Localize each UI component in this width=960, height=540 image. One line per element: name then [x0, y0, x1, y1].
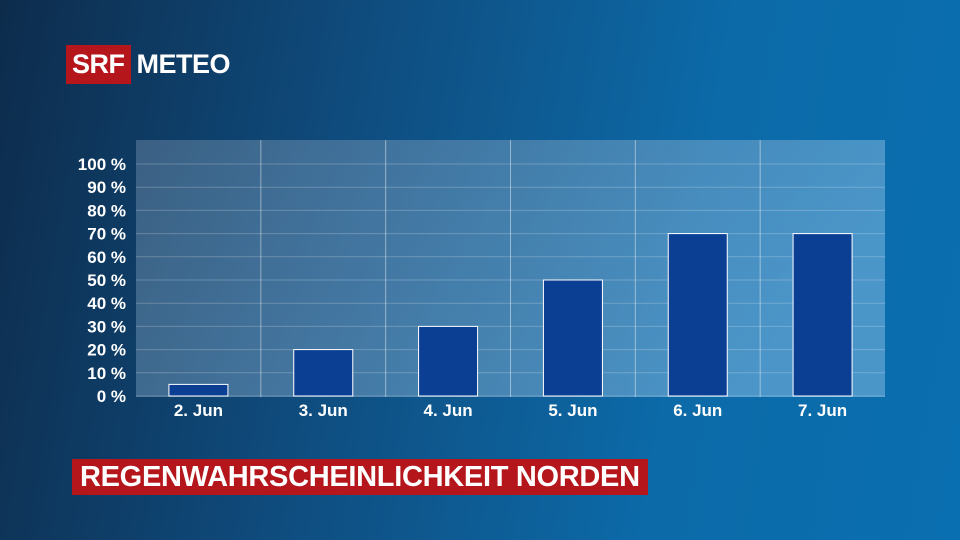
x-tick-label: 2. Jun [174, 401, 223, 420]
plot-area [136, 140, 885, 397]
y-tick-label: 60 % [87, 248, 126, 267]
srf-meteo-logo: SRF METEO [66, 45, 231, 84]
y-axis-ticks: 0 % 10 % 20 % 30 % 40 % 50 % 60 % 70 % 80 % 90 % 1… [78, 155, 126, 406]
logo-srf-box: SRF [66, 45, 131, 84]
bar-4-jun [418, 325, 479, 397]
y-tick-label: 30 % [87, 317, 126, 336]
y-tick-label: 90 % [87, 178, 126, 197]
bar-7-jun [792, 233, 853, 397]
grid-lines [136, 140, 885, 397]
y-tick-label: 80 % [87, 201, 126, 220]
x-tick-label: 7. Jun [798, 401, 847, 420]
y-tick-label: 70 % [87, 225, 126, 244]
x-tick-label: 4. Jun [424, 401, 473, 420]
bar-3-jun [293, 349, 354, 397]
bar-6-jun [667, 233, 728, 397]
y-tick-label: 40 % [87, 294, 126, 313]
y-tick-label: 50 % [87, 271, 126, 290]
bar-5-jun [542, 279, 603, 397]
chart-title: REGENWAHRSCHEINLICHKEIT NORDEN [72, 459, 648, 495]
x-tick-label: 3. Jun [299, 401, 348, 420]
logo-meteo-text: METEO [136, 49, 231, 79]
y-tick-label: 0 % [97, 387, 126, 406]
y-tick-label: 20 % [87, 341, 126, 360]
x-tick-label: 6. Jun [673, 401, 722, 420]
x-axis-ticks: 2. Jun 3. Jun 4. Jun 5. Jun 6. Jun 7. Jun [174, 401, 847, 420]
y-tick-label: 100 % [78, 155, 126, 174]
x-tick-label: 5. Jun [548, 401, 597, 420]
y-tick-label: 10 % [87, 364, 126, 383]
bars [168, 233, 853, 397]
bar-2-jun [168, 383, 229, 397]
